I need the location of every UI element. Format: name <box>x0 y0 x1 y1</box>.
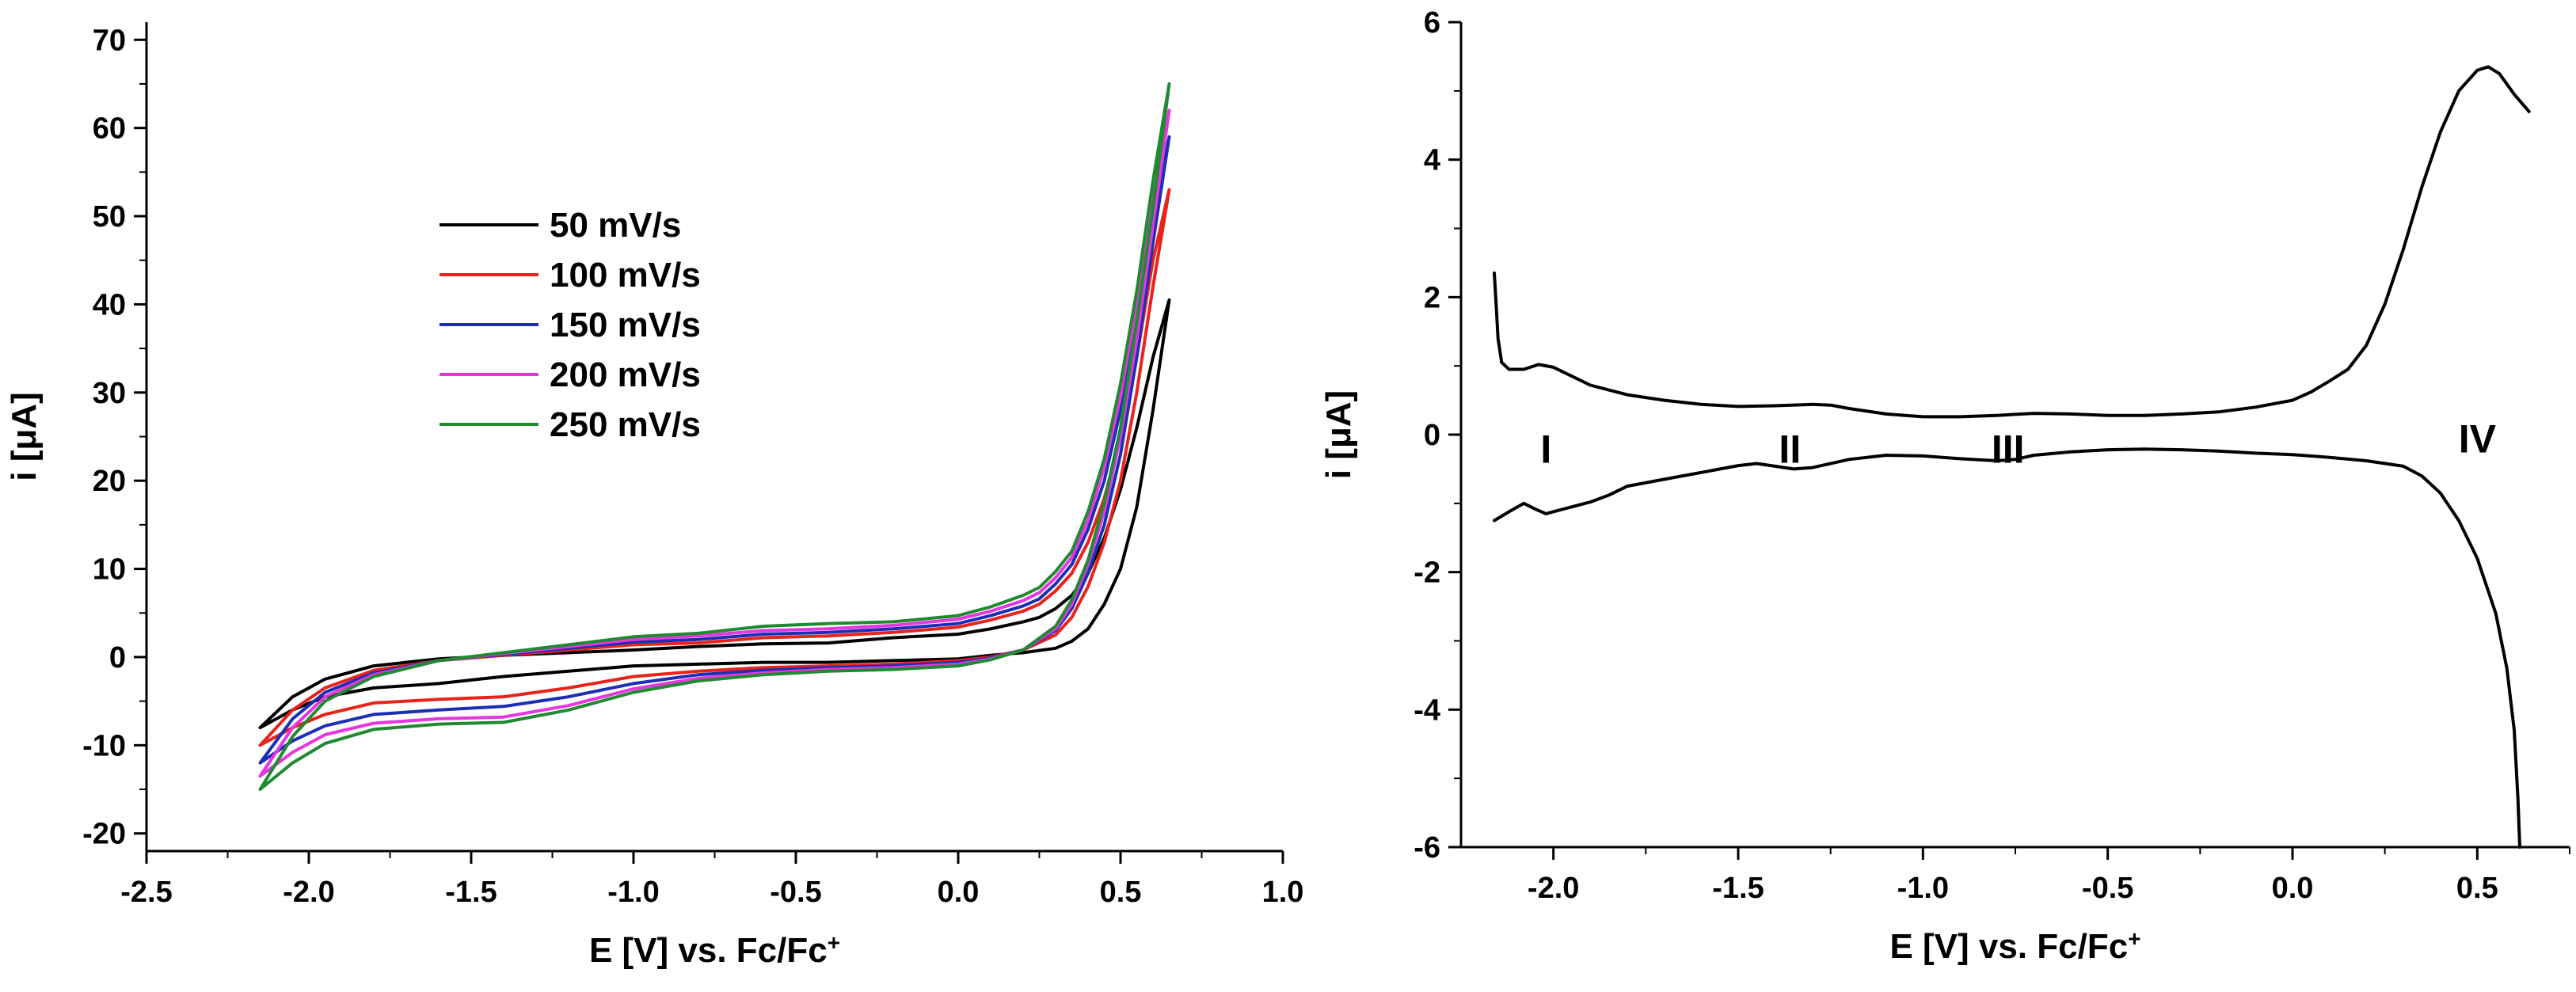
y-axis-title: i [μA] <box>5 392 44 481</box>
series-line <box>258 108 1171 778</box>
x-tick-label: -0.5 <box>2082 872 2133 905</box>
series-line <box>258 298 1171 730</box>
x-tick-label: -0.5 <box>770 876 821 909</box>
legend-label: 100 mV/s <box>550 256 701 295</box>
x-tick-label: 0.0 <box>938 876 980 909</box>
left-chart-cv-scan-rates: -2.5 -2.0 -1.5 -1.0 -0.5 0.0 0.5 1.0 -20 -10 0 10 20… <box>5 22 1303 970</box>
y-tick-label: -10 <box>82 729 126 762</box>
y-tick-label: 60 <box>93 112 126 146</box>
y-tick-label: 10 <box>93 553 126 587</box>
series-line <box>258 82 1171 791</box>
y-tick-label: -4 <box>1414 694 1440 727</box>
x-tick-label: -1.5 <box>1712 872 1764 905</box>
y-tick-label: -6 <box>1414 831 1440 865</box>
x-axis-title: E [V] vs. Fc/Fc+ <box>1889 926 2140 967</box>
series-line <box>1493 65 2531 419</box>
right-chart-dpv: -2.0 -1.5 -1.0 -0.5 0.0 0.5 -6 -4 -2 0 2 4 6 E [V] vs… <box>1319 6 2570 966</box>
x-axis-title-superscript: + <box>2128 926 2140 951</box>
y-tick-label: -2 <box>1414 557 1440 590</box>
legend-label: 250 mV/s <box>550 405 701 444</box>
x-tick-label: 0.0 <box>2272 872 2314 905</box>
series-line <box>1493 447 2521 849</box>
series-line <box>258 188 1171 747</box>
legend-label: 50 mV/s <box>550 206 681 245</box>
y-tick-label: 4 <box>1424 144 1440 177</box>
peak-label: III <box>1992 427 2025 471</box>
x-axis-title: E [V] vs. Fc/Fc+ <box>589 930 840 971</box>
y-tick-label: 0 <box>1424 419 1440 452</box>
peak-label: IV <box>2459 416 2497 461</box>
y-tick-label: 2 <box>1424 281 1440 314</box>
y-tick-label: 50 <box>93 200 126 234</box>
x-tick-label: -2.0 <box>283 876 334 909</box>
legend-label: 150 mV/s <box>550 306 701 344</box>
y-tick-label: 6 <box>1424 6 1440 40</box>
peak-label: I <box>1540 427 1551 471</box>
y-tick-label: 20 <box>93 465 126 498</box>
y-tick-label: 40 <box>93 288 126 321</box>
y-tick-label: 0 <box>109 641 126 675</box>
x-tick-label: -1.0 <box>1897 872 1949 905</box>
x-tick-label: -1.0 <box>607 876 659 909</box>
peak-label: II <box>1779 427 1801 471</box>
y-tick-label: -20 <box>82 818 126 851</box>
y-tick-label: 70 <box>93 24 126 57</box>
x-tick-label: -2.0 <box>1528 872 1579 905</box>
x-tick-label: 0.5 <box>1100 876 1142 909</box>
y-axis-title: i [μA] <box>1319 390 1358 479</box>
legend-label: 200 mV/s <box>550 355 701 394</box>
x-axis-title-superscript: + <box>828 930 840 955</box>
y-tick-label: 30 <box>93 377 126 410</box>
x-tick-label: 1.0 <box>1262 876 1304 909</box>
x-tick-label: -1.5 <box>445 876 497 909</box>
x-tick-label: 0.5 <box>2456 872 2498 905</box>
x-tick-label: -2.5 <box>120 876 172 909</box>
